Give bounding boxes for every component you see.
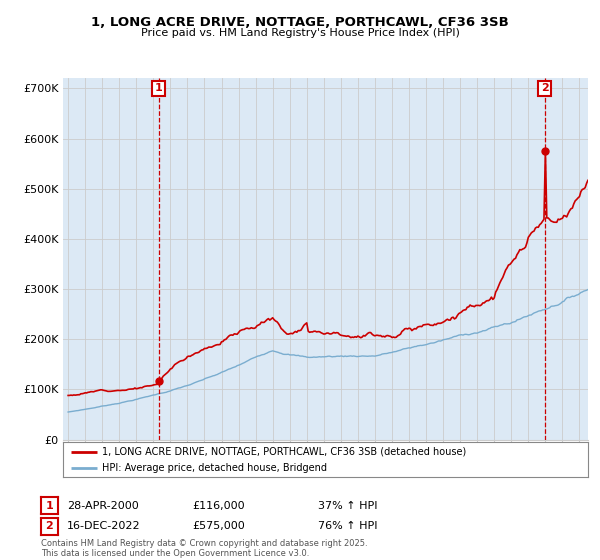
Text: 76% ↑ HPI: 76% ↑ HPI (318, 521, 377, 531)
Text: HPI: Average price, detached house, Bridgend: HPI: Average price, detached house, Brid… (103, 463, 328, 473)
Text: 16-DEC-2022: 16-DEC-2022 (67, 521, 141, 531)
Text: 2: 2 (46, 521, 53, 531)
Text: 1, LONG ACRE DRIVE, NOTTAGE, PORTHCAWL, CF36 3SB (detached house): 1, LONG ACRE DRIVE, NOTTAGE, PORTHCAWL, … (103, 447, 467, 457)
Text: £116,000: £116,000 (192, 501, 245, 511)
Text: Price paid vs. HM Land Registry's House Price Index (HPI): Price paid vs. HM Land Registry's House … (140, 28, 460, 38)
Text: Contains HM Land Registry data © Crown copyright and database right 2025.
This d: Contains HM Land Registry data © Crown c… (41, 539, 367, 558)
Text: £575,000: £575,000 (192, 521, 245, 531)
Text: 1: 1 (155, 83, 163, 94)
Text: 37% ↑ HPI: 37% ↑ HPI (318, 501, 377, 511)
Text: 1: 1 (46, 501, 53, 511)
Text: 2: 2 (541, 83, 548, 94)
Text: 1, LONG ACRE DRIVE, NOTTAGE, PORTHCAWL, CF36 3SB: 1, LONG ACRE DRIVE, NOTTAGE, PORTHCAWL, … (91, 16, 509, 29)
Text: 28-APR-2000: 28-APR-2000 (67, 501, 139, 511)
